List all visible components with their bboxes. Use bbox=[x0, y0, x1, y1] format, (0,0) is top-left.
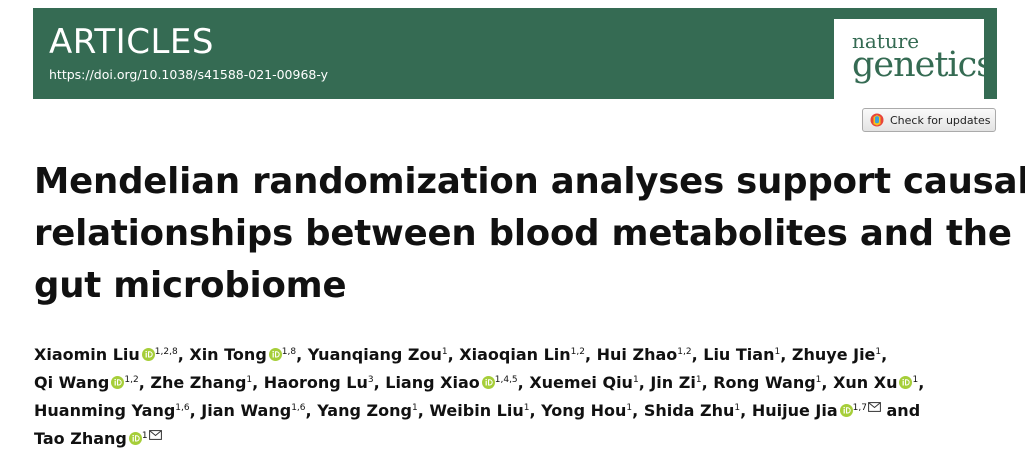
author-separator: , bbox=[821, 373, 834, 392]
author-separator: , bbox=[252, 373, 264, 392]
affiliation-marker: 1,4,5 bbox=[494, 375, 518, 385]
author-separator: , bbox=[296, 345, 308, 364]
author-separator: , bbox=[517, 373, 530, 392]
author-separator: , bbox=[881, 345, 888, 364]
author-name[interactable]: Yuanqiang Zou bbox=[307, 345, 442, 364]
title-line: relationships between blood metabolites … bbox=[34, 213, 1012, 254]
affiliation-marker: 1 bbox=[734, 403, 741, 413]
author-separator: , bbox=[417, 401, 430, 420]
author-separator: , bbox=[177, 345, 190, 364]
title-line: gut microbiome bbox=[34, 265, 347, 306]
affiliation-marker: 1 bbox=[875, 347, 882, 357]
author-name[interactable]: Zhe Zhang bbox=[150, 373, 247, 392]
affiliation-marker: 1 bbox=[626, 403, 633, 413]
affiliation-marker: 1,8 bbox=[281, 347, 297, 357]
author-list: Xiaomin Liu 1,2,8, Xin Tong 1,8, Yuanqiang… bbox=[34, 341, 924, 453]
affiliation-marker: 1 bbox=[632, 375, 639, 385]
journal-logo[interactable]: nature genetics bbox=[834, 19, 994, 99]
article-title: Mendelian randomization analyses support… bbox=[34, 156, 1025, 312]
affiliation-marker: 1 bbox=[246, 375, 253, 385]
logo-genetics-text: genetics bbox=[852, 45, 994, 85]
author-separator: , bbox=[701, 373, 714, 392]
author-name[interactable]: Liu Tian bbox=[703, 345, 775, 364]
author-name[interactable]: Yong Hou bbox=[541, 401, 627, 420]
author-name[interactable]: Jin Zi bbox=[650, 373, 696, 392]
author-name[interactable]: Qi Wang bbox=[34, 373, 110, 392]
envelope-icon[interactable] bbox=[868, 402, 881, 412]
affiliation-marker: 1,2,8 bbox=[154, 347, 178, 357]
title-line: Mendelian randomization analyses support… bbox=[34, 161, 1025, 202]
author-separator: , bbox=[373, 373, 386, 392]
affiliation-marker: 3 bbox=[367, 375, 374, 385]
author-separator: , bbox=[138, 373, 151, 392]
author-name[interactable]: Xiaomin Liu bbox=[34, 345, 140, 364]
affiliation-marker: 1,6 bbox=[175, 403, 190, 413]
author-separator: , bbox=[918, 373, 925, 392]
check-for-updates-label: Check for updates bbox=[890, 113, 991, 127]
author-name[interactable]: Xuemei Qiu bbox=[529, 373, 633, 392]
affiliation-marker: 1,2 bbox=[570, 347, 585, 357]
author-name[interactable]: Xun Xu bbox=[833, 373, 898, 392]
affiliation-marker: 1 bbox=[411, 403, 418, 413]
affiliation-marker: 1 bbox=[815, 375, 822, 385]
author-separator: , bbox=[638, 373, 651, 392]
author-name[interactable]: Zhuye Jie bbox=[791, 345, 876, 364]
author-separator: and bbox=[880, 401, 921, 420]
author-name[interactable]: Shida Zhu bbox=[643, 401, 735, 420]
author-separator: , bbox=[305, 401, 318, 420]
author-separator: , bbox=[447, 345, 460, 364]
author-name[interactable]: Rong Wang bbox=[713, 373, 816, 392]
check-for-updates-button[interactable]: Check for updates bbox=[862, 108, 996, 132]
author-name[interactable]: Huijue Jia bbox=[751, 401, 838, 420]
author-name[interactable]: Tao Zhang bbox=[34, 429, 127, 448]
affiliation-marker: 1,7 bbox=[852, 403, 867, 413]
author-separator: , bbox=[740, 401, 752, 420]
doi-link[interactable]: https://doi.org/10.1038/s41588-021-00968… bbox=[49, 67, 329, 82]
affiliation-marker: 1,2 bbox=[124, 375, 139, 385]
orcid-icon[interactable] bbox=[839, 404, 853, 417]
orcid-icon[interactable] bbox=[141, 348, 155, 361]
author-separator: , bbox=[691, 345, 704, 364]
author-line: Huanming Yang1,6, Jian Wang1,6, Yang Zon… bbox=[34, 397, 924, 425]
affiliation-marker: 1 bbox=[141, 431, 148, 441]
envelope-icon[interactable] bbox=[148, 430, 162, 440]
crossmark-icon bbox=[870, 113, 884, 127]
orcid-icon[interactable] bbox=[899, 376, 913, 389]
orcid-icon[interactable] bbox=[111, 376, 125, 389]
section-label: ARTICLES bbox=[49, 22, 214, 62]
author-separator: , bbox=[189, 401, 202, 420]
author-name[interactable]: Huanming Yang bbox=[34, 401, 176, 420]
orcid-icon[interactable] bbox=[481, 376, 495, 389]
orcid-icon[interactable] bbox=[268, 348, 282, 361]
author-name[interactable]: Hui Zhao bbox=[596, 345, 678, 364]
journal-header: ARTICLES https://doi.org/10.1038/s41588-… bbox=[33, 8, 997, 99]
author-line: Qi Wang 1,2, Zhe Zhang1, Haorong Lu3, Lia… bbox=[34, 369, 924, 397]
affiliation-marker: 1 bbox=[774, 347, 781, 357]
author-name[interactable]: Haorong Lu bbox=[263, 373, 368, 392]
affiliation-marker: 1 bbox=[523, 403, 530, 413]
author-name[interactable]: Yang Zong bbox=[317, 401, 412, 420]
author-name[interactable]: Weibin Liu bbox=[429, 401, 524, 420]
author-name[interactable]: Xin Tong bbox=[189, 345, 267, 364]
author-name[interactable]: Jian Wang bbox=[201, 401, 292, 420]
affiliation-marker: 1 bbox=[695, 375, 702, 385]
affiliation-marker: 1,6 bbox=[291, 403, 306, 413]
affiliation-marker: 1 bbox=[441, 347, 448, 357]
author-separator: , bbox=[584, 345, 597, 364]
author-name[interactable]: Xiaoqian Lin bbox=[459, 345, 571, 364]
author-line: Tao Zhang 1 bbox=[34, 425, 924, 453]
author-name[interactable]: Liang Xiao bbox=[385, 373, 480, 392]
orcid-icon[interactable] bbox=[128, 432, 142, 445]
author-separator: , bbox=[529, 401, 542, 420]
logo-nature-text: nature bbox=[852, 29, 920, 53]
affiliation-marker: 1,2 bbox=[677, 347, 692, 357]
author-line: Xiaomin Liu 1,2,8, Xin Tong 1,8, Yuanqiang… bbox=[34, 341, 924, 369]
author-separator: , bbox=[632, 401, 644, 420]
author-separator: , bbox=[780, 345, 792, 364]
affiliation-marker: 1 bbox=[912, 375, 919, 385]
